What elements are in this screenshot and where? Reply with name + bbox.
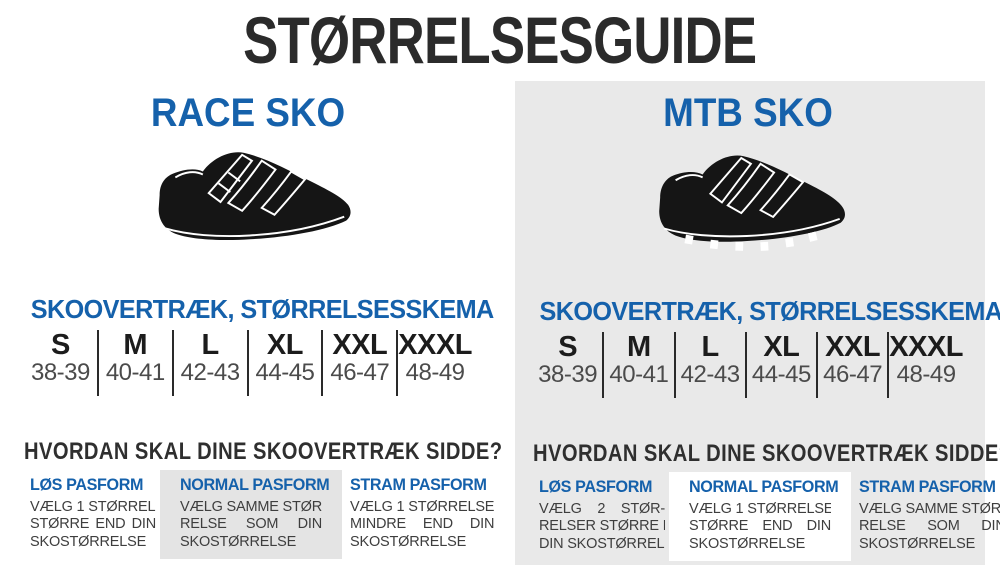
race-fit-normal: NORMAL PASFORM VÆLG SAMME STØR- RELSE SO… (160, 469, 342, 560)
size-label: M (627, 330, 651, 363)
race-panel: RACE SKO SKOOVERTRÆK, STØRRELSESSKEMA S … (0, 81, 503, 565)
fit-text-line: VÆLG SAMME STØR- (859, 500, 1000, 517)
size-label: XXL (825, 330, 881, 363)
size-col-xxxl: XXXL 48-49 (887, 330, 963, 398)
mtb-fit-heading: HVORDAN SKAL DINE SKOOVERTRÆK SIDDE? (533, 439, 1000, 467)
size-label: S (51, 328, 70, 361)
fit-title: LØS PASFORM (539, 476, 653, 496)
fit-text-line: VÆLG 1 STØRRELSE (30, 498, 156, 515)
size-col-m: M 40-41 (602, 330, 673, 398)
fit-text-line: VÆLG 2 STØR- (539, 500, 665, 517)
size-range: 48-49 (405, 358, 465, 386)
fit-text-line: RELSER STØRRE END (539, 518, 665, 535)
size-col-s: S 38-39 (24, 330, 97, 396)
size-range: 40-41 (105, 358, 165, 386)
fit-text-line: VÆLG SAMME STØR- (180, 498, 322, 515)
size-range: 38-39 (30, 358, 90, 386)
fit-title: STRAM PASFORM (859, 476, 996, 496)
size-col-s: S 38-39 (533, 332, 602, 398)
mtb-fit-normal: NORMAL PASFORM VÆLG 1 STØRRELSE STØRRE E… (669, 471, 851, 562)
fit-text-line: RELSE SOM DIN (859, 518, 1000, 535)
fit-text-line: SKOSTØRRELSE (350, 533, 467, 550)
size-label: S (558, 330, 578, 363)
fit-text-line: MINDRE END DIN (350, 516, 495, 533)
race-table-heading: SKOOVERTRÆK, STØRRELSESSKEMA (30, 294, 495, 324)
race-fit-loose: LØS PASFORM VÆLG 1 STØRRELSE STØRRE END … (30, 470, 156, 552)
size-range: 46-47 (823, 360, 883, 388)
mtb-panel-heading: MTB SKO (663, 91, 833, 135)
fit-text-line: SKOSTØRRELSE (689, 535, 806, 552)
size-range: 44-45 (255, 358, 315, 386)
size-col-l: L 42-43 (673, 330, 745, 398)
fit-text-line: STØRRE END DIN (30, 516, 156, 533)
fit-title: LØS PASFORM (30, 474, 144, 494)
size-col-xxl: XXL 46-47 (816, 330, 887, 398)
size-col-xl: XL 44-45 (744, 330, 816, 398)
mtb-table-heading: SKOOVERTRÆK, STØRRELSESSKEMA (539, 296, 1000, 326)
title-row: STØRRELSESGUIDE (0, 0, 1000, 81)
guide-columns: RACE SKO SKOOVERTRÆK, STØRRELSESSKEMA S … (0, 81, 1000, 565)
mtb-size-table: S 38-39 M 40-41 L 42-43 XL 44-45 XXL 4 (533, 330, 963, 398)
fit-text-line: STØRRE END DIN (689, 518, 831, 535)
size-label: XXXL (889, 330, 963, 363)
race-fit-heading: HVORDAN SKAL DINE SKOOVERTRÆK SIDDE? (24, 437, 503, 465)
size-label: XL (763, 330, 800, 363)
size-label: L (701, 330, 720, 363)
fit-text-line: SKOSTØRRELSE (180, 533, 297, 550)
mtb-fit-columns: LØS PASFORM VÆLG 2 STØR- RELSER STØRRE E… (533, 471, 1000, 562)
size-label: L (201, 328, 220, 361)
size-col-xl: XL 44-45 (246, 328, 322, 396)
size-range: 42-43 (680, 360, 740, 388)
fit-text-line: DIN SKOSTØRRELSE (539, 535, 665, 552)
fit-title: NORMAL PASFORM (689, 476, 839, 496)
size-range: 44-45 (751, 360, 811, 388)
size-range: 40-41 (609, 360, 669, 388)
fit-text-line: VÆLG 1 STØRRELSE (689, 500, 831, 517)
fit-text-line: SKOSTØRRELSE (30, 533, 147, 550)
page-title: STØRRELSESGUIDE (243, 3, 757, 77)
fit-text-line: SKOSTØRRELSE (859, 535, 976, 552)
fit-title: STRAM PASFORM (350, 474, 487, 494)
size-col-l: L 42-43 (171, 328, 247, 396)
race-size-table: S 38-39 M 40-41 L 42-43 XL 44-45 XXL 4 (24, 328, 472, 396)
size-label: XL (266, 328, 304, 361)
size-label: XXXL (398, 328, 472, 361)
mtb-fit-tight: STRAM PASFORM VÆLG SAMME STØR- RELSE SOM… (859, 472, 1000, 554)
size-range: 42-43 (180, 358, 240, 386)
size-col-xxxl: XXXL 48-49 (396, 328, 472, 396)
size-col-m: M 40-41 (96, 328, 172, 396)
mtb-fit-loose: LØS PASFORM VÆLG 2 STØR- RELSER STØRRE E… (539, 472, 665, 554)
mtb-panel: MTB SKO SKOOVERTRÆK, STØRRELSESSKEMA (515, 81, 1000, 565)
fit-text-line: RELSE SOM DIN (180, 516, 322, 533)
fit-title: NORMAL PASFORM (180, 474, 330, 494)
size-range: 48-49 (896, 360, 956, 388)
size-label: XXL (332, 328, 388, 361)
size-col-xxl: XXL 46-47 (321, 328, 396, 396)
race-fit-columns: LØS PASFORM VÆLG 1 STØRRELSE STØRRE END … (24, 469, 494, 560)
size-range: 46-47 (330, 358, 390, 386)
size-label: M (123, 328, 148, 361)
race-shoe-icon (158, 152, 351, 241)
race-fit-tight: STRAM PASFORM VÆLG 1 STØRRELSE MINDRE EN… (350, 470, 494, 552)
size-range: 38-39 (538, 360, 598, 388)
race-panel-heading: RACE SKO (150, 91, 346, 135)
fit-text-line: VÆLG 1 STØRRELSE (350, 498, 495, 515)
mtb-shoe-icon (659, 155, 845, 251)
